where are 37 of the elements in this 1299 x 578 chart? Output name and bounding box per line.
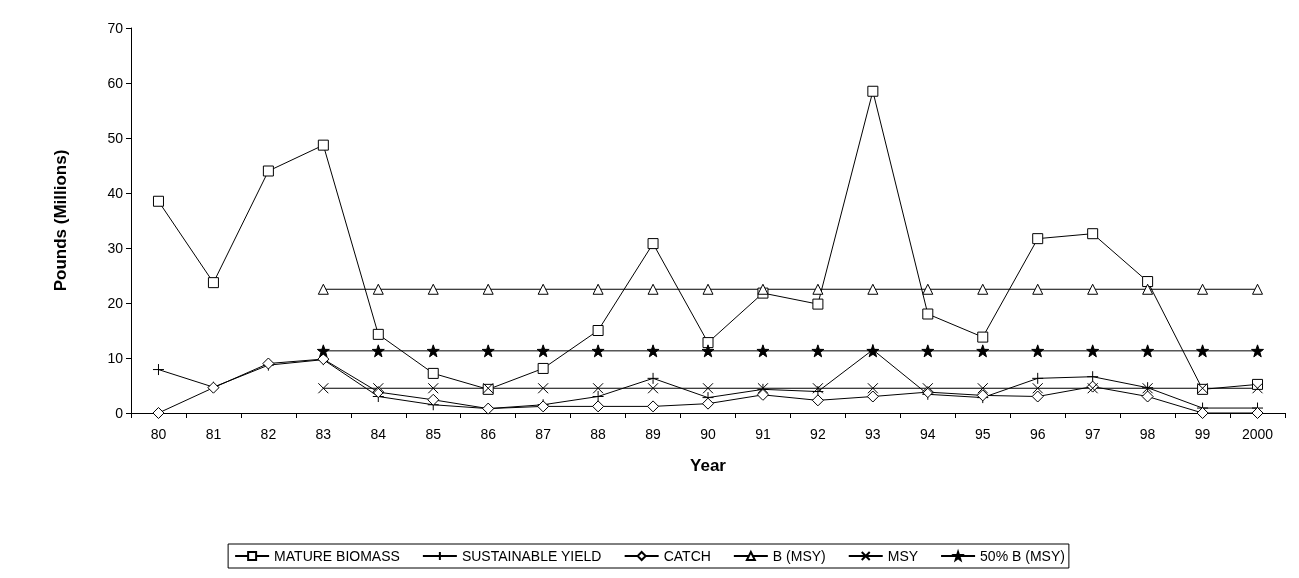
y-tick-label: 50 bbox=[107, 130, 124, 146]
x-tick-label: 98 bbox=[1139, 426, 1156, 442]
legend-label: 50% B (MSY) bbox=[980, 548, 1065, 564]
x-tick-label: 94 bbox=[920, 426, 936, 442]
x-tick-label: 87 bbox=[535, 426, 552, 442]
legend-label: MSY bbox=[887, 548, 919, 564]
y-tick-label: 20 bbox=[107, 295, 124, 311]
legend-label: CATCH bbox=[663, 548, 711, 564]
x-tick-label: 84 bbox=[370, 426, 387, 442]
x-axis-title: Year bbox=[690, 456, 727, 475]
x-tick-label: 83 bbox=[315, 426, 332, 442]
x-tick-label: 80 bbox=[150, 426, 167, 442]
y-tick-label: 40 bbox=[107, 185, 124, 201]
x-tick-label: 88 bbox=[590, 426, 607, 442]
x-tick-label: 85 bbox=[425, 426, 442, 442]
legend-label: SUSTAINABLE YIELD bbox=[461, 548, 602, 564]
legend-label: MATURE BIOMASS bbox=[274, 548, 400, 564]
x-tick-label: 93 bbox=[865, 426, 881, 442]
x-tick-label: 91 bbox=[755, 426, 771, 442]
y-tick-label: 60 bbox=[107, 75, 124, 91]
y-tick-label: 10 bbox=[107, 350, 124, 366]
x-tick-label: 2000 bbox=[1241, 426, 1274, 442]
x-tick-label: 96 bbox=[1029, 426, 1046, 442]
x-tick-label: 99 bbox=[1194, 426, 1211, 442]
x-tick-label: 81 bbox=[205, 426, 222, 442]
y-axis-title: Pounds (Millions) bbox=[51, 149, 70, 292]
x-tick-label: 86 bbox=[480, 426, 497, 442]
x-tick-label: 82 bbox=[260, 426, 277, 442]
y-tick-label: 0 bbox=[115, 405, 124, 421]
legend-label: B (MSY) bbox=[772, 548, 826, 564]
x-tick-label: 92 bbox=[810, 426, 826, 442]
x-tick-label: 95 bbox=[974, 426, 991, 442]
y-tick-label: 70 bbox=[107, 20, 124, 36]
y-tick-label: 30 bbox=[107, 240, 124, 256]
x-tick-label: 89 bbox=[645, 426, 662, 442]
x-tick-label: 97 bbox=[1084, 426, 1101, 442]
x-tick-label: 90 bbox=[700, 426, 716, 442]
